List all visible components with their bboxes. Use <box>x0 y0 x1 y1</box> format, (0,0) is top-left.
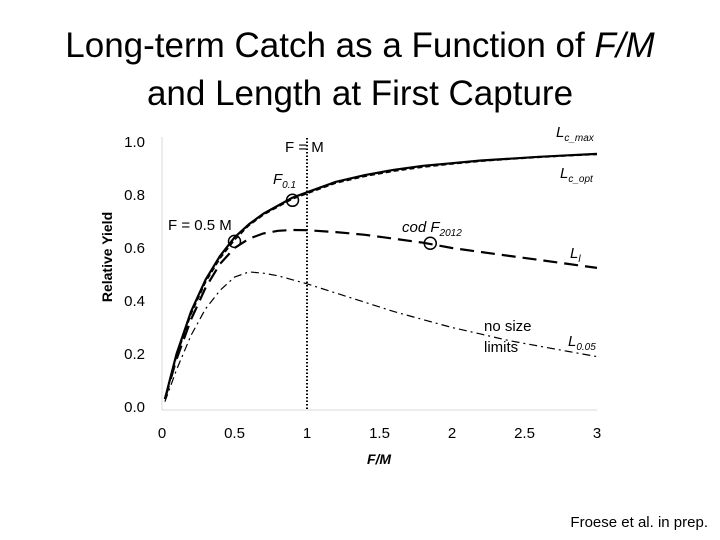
y-tick-label: 0.0 <box>124 399 145 416</box>
x-tick-label: 0 <box>158 425 166 442</box>
marker-circle <box>227 234 242 249</box>
cod-label: cod F2012 <box>402 219 462 239</box>
x-axis-label: F/M <box>367 451 391 467</box>
slide-title: Long-term Catch as a Function of F/M and… <box>0 22 720 118</box>
credit-text: Froese et al. in prep. <box>570 514 708 531</box>
title-line-2: and Length at First Capture <box>146 74 574 113</box>
y-tick-label: 0.6 <box>124 240 145 257</box>
x-tick-label: 1.5 <box>369 425 390 442</box>
ll-label: Ll <box>570 245 581 265</box>
lcmax-label-sub: c_max <box>564 133 594 144</box>
lcopt-label-main: L <box>560 165 568 182</box>
series-line-3 <box>163 228 598 400</box>
y-tick-label: 0.2 <box>124 346 145 363</box>
x-tick-label: 0.5 <box>224 425 245 442</box>
title-line-1: Long-term Catch as a Function of F/M <box>0 22 720 70</box>
series-line-1 <box>163 152 598 400</box>
l005-label-sub: 0.05 <box>576 342 596 353</box>
series-line-2 <box>164 153 598 400</box>
x-tick-labels: 0 0.5 1 1.5 2 2.5 3 <box>158 425 601 442</box>
y-tick-labels: 0.0 0.2 0.4 0.6 0.8 1.0 <box>124 134 145 416</box>
x-tick-label: 1 <box>303 425 311 442</box>
x-tick-label: 3 <box>593 425 601 442</box>
l005-label: L0.05 <box>568 333 596 353</box>
series-line-4 <box>164 271 598 402</box>
chart-axes <box>161 137 597 411</box>
x-tick-label: 2.5 <box>514 425 535 442</box>
title-ratio: F/M <box>594 26 655 65</box>
cod-label-sub: 2012 <box>439 228 463 239</box>
y-axis-label: Relative Yield <box>99 212 115 302</box>
series-lines <box>163 152 598 402</box>
lcopt-label: Lc_opt <box>560 165 594 185</box>
vline-label: F = M <box>285 139 324 156</box>
marker-circle <box>423 236 437 250</box>
y-tick-label: 0.8 <box>124 187 145 204</box>
y-tick-label: 0.4 <box>124 293 145 310</box>
lcmax-label: Lc_max <box>556 124 595 144</box>
cod-label-main: cod F <box>402 219 440 236</box>
f01-label: F0.1 <box>273 171 296 191</box>
x-tick-label: 2 <box>448 425 456 442</box>
ll-label-sub: l <box>578 254 581 265</box>
l005-label-main: L <box>568 333 576 350</box>
f01-label-sub: 0.1 <box>282 180 296 191</box>
no-size-label-1: no size <box>484 318 532 335</box>
marker-circles <box>227 193 437 250</box>
f01-label-main: F <box>273 171 283 188</box>
lcmax-label-main: L <box>556 124 564 141</box>
y-tick-label: 1.0 <box>124 134 145 151</box>
ll-label-main: L <box>570 245 578 262</box>
no-size-label-2: limits <box>484 339 518 356</box>
marker-circle <box>285 193 300 208</box>
lcopt-label-sub: c_opt <box>568 174 594 185</box>
half-m-label: F = 0.5 M <box>168 217 232 234</box>
title-line-1-text: Long-term Catch as a Function of <box>65 26 595 65</box>
